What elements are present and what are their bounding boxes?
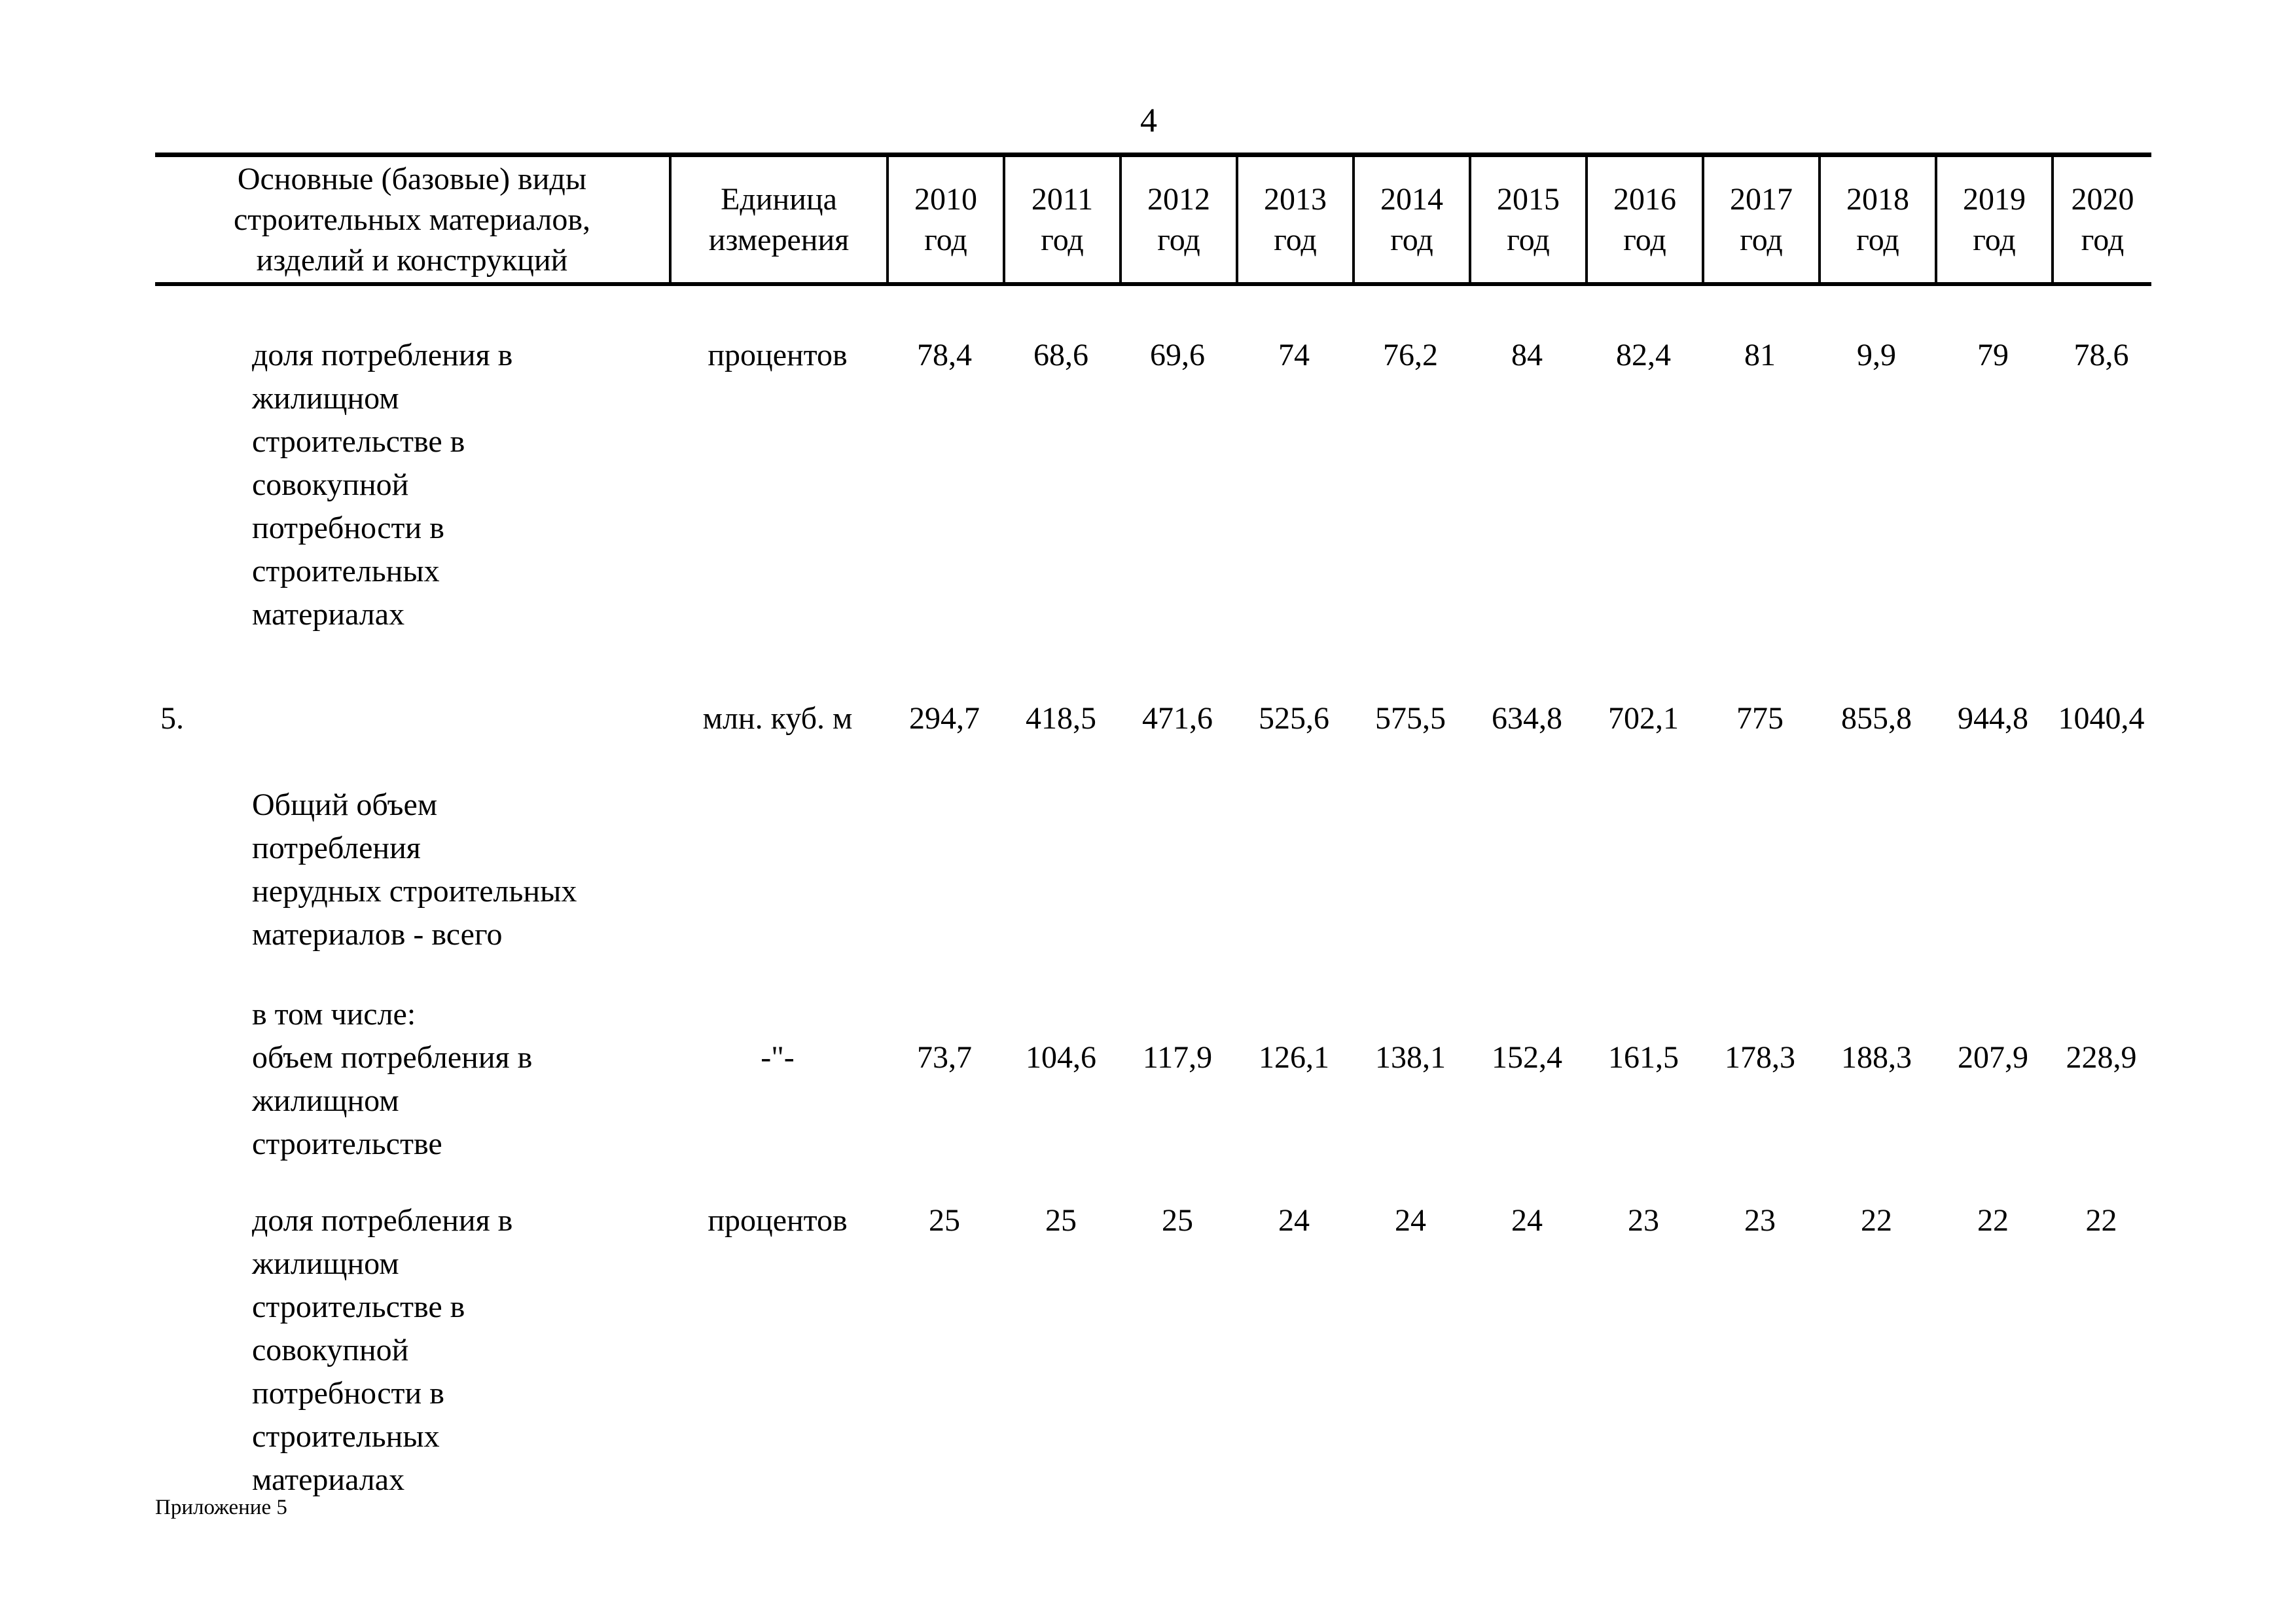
value-cell-2020: 22 (2085, 1203, 2117, 1238)
value-cell-2015: 634,8 (1492, 701, 1562, 736)
value-cell-2012: 25 (1162, 1203, 1193, 1238)
value-cell-2016: 82,4 (1616, 338, 1671, 372)
value-cell-2013: 74 (1278, 338, 1310, 372)
value-cell-2013: 24 (1278, 1203, 1310, 1238)
header-cell-year-2017: 2017 год (1702, 157, 1818, 282)
value-cell-2019: 22 (1977, 1203, 2009, 1238)
value-cell-2016: 702,1 (1608, 701, 1679, 736)
header-cell-year-2014: 2014 год (1352, 157, 1469, 282)
value-cell-2014: 138,1 (1375, 1040, 1446, 1075)
row-name: доля потребления в жилищном строительств… (252, 1203, 513, 1497)
page-number: 4 (1140, 102, 1157, 139)
appendix-note: Приложение 5 (155, 1496, 287, 1519)
value-cell-2012: 117,9 (1142, 1040, 1213, 1075)
value-cell-2020: 228,9 (2066, 1040, 2137, 1075)
header-cell-year-2012: 2012 год (1119, 157, 1236, 282)
value-cell-2010: 294,7 (909, 701, 980, 736)
value-cell-2011: 25 (1045, 1203, 1077, 1238)
row-unit: процентов (708, 338, 848, 372)
value-cell-2014: 24 (1395, 1203, 1426, 1238)
value-cell-2015: 152,4 (1492, 1040, 1562, 1075)
row-unit: процентов (708, 1203, 848, 1238)
value-cell-2019: 207,9 (1958, 1040, 2028, 1075)
value-cell-2019: 79 (1977, 338, 2009, 372)
header-cell-year-2018: 2018 год (1818, 157, 1935, 282)
value-cell-2016: 23 (1628, 1203, 1659, 1238)
value-cell-2020: 78,6 (2073, 338, 2129, 372)
table-row: 5. Общий объем потребления нерудных стро… (155, 697, 2151, 956)
header-cell-year-2011: 2011 год (1003, 157, 1119, 282)
value-cell-2012: 69,6 (1150, 338, 1205, 372)
table-header-row: Основные (базовые) виды строительных мат… (155, 153, 2151, 286)
value-cell-2017: 178,3 (1725, 1040, 1795, 1075)
header-cell-year-2020: 2020 год (2051, 157, 2151, 282)
header-cell-year-2015: 2015 год (1469, 157, 1585, 282)
value-cell-2011: 68,6 (1033, 338, 1088, 372)
value-cell-2010: 78,4 (917, 338, 972, 372)
value-cell-2020: 1040,4 (2058, 701, 2145, 736)
value-cell-2017: 81 (1744, 338, 1776, 372)
value-cell-2015: 84 (1511, 338, 1543, 372)
materials-table: Основные (базовые) виды строительных мат… (155, 153, 2151, 1502)
value-cell-2010: 25 (929, 1203, 960, 1238)
value-cell-2011: 104,6 (1026, 1040, 1096, 1075)
value-cell-2013: 126,1 (1259, 1040, 1329, 1075)
row-name: 5. Общий объем потребления нерудных стро… (155, 697, 669, 956)
value-cell-2017: 23 (1744, 1203, 1776, 1238)
value-cell-2011: 418,5 (1026, 701, 1096, 736)
value-cell-2018: 22 (1861, 1203, 1892, 1238)
value-cell-2018: 855,8 (1841, 701, 1912, 736)
header-cell-materials: Основные (базовые) виды строительных мат… (233, 161, 591, 278)
header-cell-year-2016: 2016 год (1585, 157, 1702, 282)
value-cell-2012: 471,6 (1142, 701, 1213, 736)
header-cell-year-2013: 2013 год (1236, 157, 1352, 282)
table-row: в том числе: объем потребления в жилищно… (155, 993, 2151, 1166)
table-row: доля потребления в жилищном строительств… (155, 1199, 2151, 1502)
header-cell-year-2010: 2010 год (886, 157, 1003, 282)
table-row: доля потребления в жилищном строительств… (155, 334, 2151, 636)
value-cell-2015: 24 (1511, 1203, 1543, 1238)
value-cell-2014: 575,5 (1375, 701, 1446, 736)
value-cell-2019: 944,8 (1958, 701, 2028, 736)
row-name: в том числе: объем потребления в жилищно… (252, 997, 533, 1161)
row-name: доля потребления в жилищном строительств… (252, 338, 513, 632)
value-cell-2018: 188,3 (1841, 1040, 1912, 1075)
value-cell-2013: 525,6 (1259, 701, 1329, 736)
value-cell-2017: 775 (1736, 701, 1784, 736)
row-number: 5. (160, 701, 184, 736)
row-name-text: Общий объем потребления нерудных строите… (252, 787, 577, 952)
value-cell-2014: 76,2 (1383, 338, 1438, 372)
header-cell-unit: Единица измерения (669, 157, 886, 282)
value-cell-2010: 73,7 (917, 1040, 972, 1075)
row-unit: -"- (761, 1040, 795, 1075)
row-unit: млн. куб. м (702, 701, 853, 736)
header-cell-year-2019: 2019 год (1935, 157, 2051, 282)
value-cell-2018: 9,9 (1857, 338, 1896, 372)
value-cell-2016: 161,5 (1608, 1040, 1679, 1075)
